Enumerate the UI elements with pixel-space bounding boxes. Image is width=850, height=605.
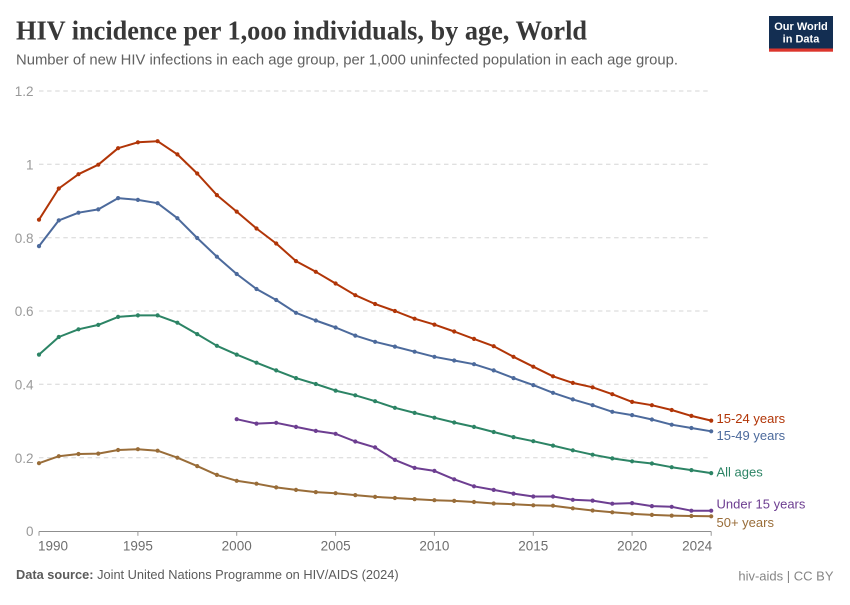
- svg-text:Our World: Our World: [774, 21, 828, 33]
- svg-text:1: 1: [26, 158, 34, 173]
- svg-text:1995: 1995: [123, 539, 153, 554]
- svg-text:1.2: 1.2: [15, 84, 34, 99]
- svg-text:Number of new HIV infections i: Number of new HIV infections in each age…: [16, 52, 678, 69]
- svg-text:Data source: Joint United Nati: Data source: Joint United Nations Progra…: [16, 567, 399, 582]
- svg-text:HIV incidence per 1,ooo indivi: HIV incidence per 1,ooo individuals, by …: [16, 15, 587, 45]
- svg-text:50+ years: 50+ years: [717, 515, 775, 530]
- svg-text:0.2: 0.2: [15, 451, 34, 466]
- svg-text:0.4: 0.4: [15, 378, 34, 393]
- svg-text:in Data: in Data: [783, 34, 821, 46]
- svg-text:15-24 years: 15-24 years: [717, 411, 786, 426]
- svg-text:0.6: 0.6: [15, 304, 34, 319]
- svg-text:2024: 2024: [682, 539, 713, 554]
- svg-text:2000: 2000: [222, 539, 252, 554]
- svg-text:0: 0: [26, 524, 34, 539]
- svg-text:15-49 years: 15-49 years: [717, 428, 786, 443]
- svg-text:Under 15 years: Under 15 years: [717, 496, 806, 511]
- svg-text:All ages: All ages: [717, 464, 764, 479]
- svg-text:1990: 1990: [38, 539, 68, 554]
- svg-text:0.8: 0.8: [15, 231, 34, 246]
- svg-text:2010: 2010: [419, 539, 449, 554]
- svg-text:2020: 2020: [617, 539, 647, 554]
- svg-text:hiv-aids | CC BY: hiv-aids | CC BY: [738, 568, 833, 583]
- svg-text:2015: 2015: [518, 539, 548, 554]
- svg-text:2005: 2005: [321, 539, 351, 554]
